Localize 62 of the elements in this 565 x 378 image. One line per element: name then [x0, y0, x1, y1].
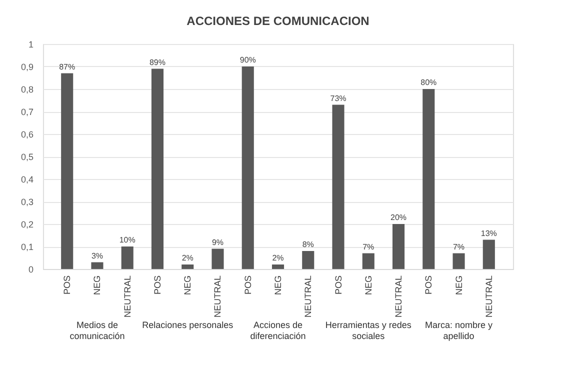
bar	[482, 240, 495, 269]
bar	[392, 224, 405, 269]
x-tick-label: NEG	[273, 276, 283, 296]
y-tick-label: 0,7	[20, 107, 34, 117]
text: Herramientas y redes sociales	[325, 320, 412, 341]
data-label: 8%	[302, 240, 314, 249]
y-tick-label: 0,9	[20, 62, 34, 72]
data-label: 3%	[91, 251, 104, 260]
data-label: 9%	[212, 238, 224, 247]
bar	[182, 264, 194, 269]
x-tick-label: NEUTRAL	[212, 276, 223, 318]
data-label: 7%	[452, 242, 465, 252]
y-tick-label: 0,8	[20, 84, 34, 94]
bar	[121, 246, 134, 269]
bar	[332, 104, 344, 269]
x-tick-label: POS	[242, 276, 253, 295]
bar	[422, 89, 435, 269]
x-tick-label: NEUTRAL	[484, 276, 494, 318]
data-label: 7%	[362, 242, 374, 252]
data-label: 73%	[330, 94, 346, 103]
data-label: 80%	[420, 78, 437, 87]
x-tick-label: NEUTRAL	[303, 276, 314, 318]
x-tick-label: POS	[333, 276, 344, 295]
bar	[302, 251, 314, 269]
bar	[242, 66, 254, 269]
y-tick-label: 0,3	[20, 197, 34, 207]
text: Marca: nombre y apellido	[425, 320, 494, 341]
data-label: 87%	[59, 62, 76, 72]
y-tick-label: 0,5	[20, 152, 34, 162]
x-tick-label: NEG	[182, 276, 193, 296]
y-tick-label: 0	[28, 264, 34, 274]
x-tick-label: NEG	[454, 276, 464, 296]
x-tick-label: NEG	[92, 276, 102, 296]
bar	[91, 262, 104, 269]
bar	[362, 253, 374, 269]
data-label: 2%	[182, 254, 194, 262]
bar	[272, 264, 284, 269]
x-tick-label: POS	[424, 276, 434, 295]
x-tick-label: NEG	[363, 276, 374, 296]
text: Acciones de diferenciación	[250, 320, 306, 341]
x-tick-label: POS	[152, 276, 162, 295]
chart-title: ACCIONES DE COMUNICACION	[186, 14, 370, 28]
data-label: 13%	[480, 228, 497, 238]
data-label: 89%	[149, 58, 166, 67]
y-tick-label: 1	[28, 40, 34, 50]
data-label: 90%	[240, 56, 256, 64]
bar	[61, 73, 74, 269]
bar	[151, 68, 164, 269]
text: Medios de comunicación	[70, 320, 125, 341]
x-tick-label: NEUTRAL	[122, 276, 132, 318]
data-label: 20%	[390, 213, 407, 222]
y-tick-label: 0,4	[20, 174, 34, 184]
x-tick-label: NEUTRAL	[394, 276, 404, 318]
y-tick-label: 0,1	[20, 242, 34, 252]
text: Relaciones personales	[142, 320, 234, 330]
x-tick-label: POS	[62, 276, 72, 295]
data-label: 10%	[119, 236, 136, 244]
data-label: 2%	[272, 254, 284, 262]
bar	[452, 253, 465, 269]
bar	[212, 248, 224, 269]
y-tick-label: 0,6	[20, 130, 34, 140]
y-tick-label: 0,2	[20, 220, 34, 230]
